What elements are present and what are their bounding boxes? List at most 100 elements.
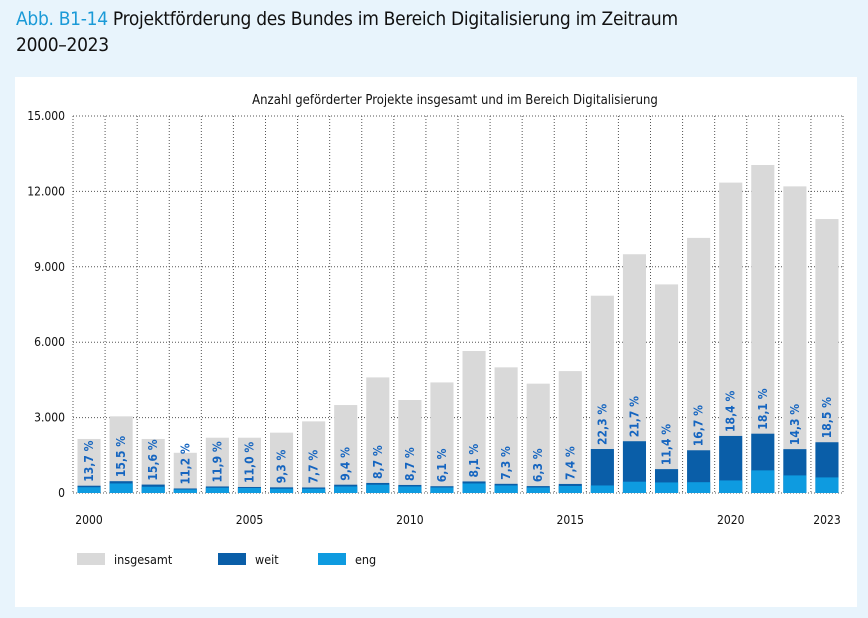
percent-label: 18,5 % (820, 397, 834, 438)
bar-insgesamt (398, 400, 422, 493)
bar-eng (109, 483, 133, 493)
y-tick-label: 12.000 (27, 184, 65, 198)
bar-eng (590, 485, 614, 493)
grid-lines (72, 115, 844, 494)
legend-label-eng: eng (355, 552, 376, 567)
x-tick-label: 2000 (75, 513, 103, 527)
x-tick-label: 2020 (717, 513, 745, 527)
bar-eng (558, 485, 582, 493)
bar-insgesamt (462, 350, 486, 493)
y-tick-label: 15.000 (27, 109, 65, 123)
x-tick-label: 2005 (236, 513, 263, 527)
percent-label: 18,1 % (756, 388, 770, 429)
percent-label: 11,4 % (660, 424, 674, 465)
percent-label: 13,7 % (82, 440, 96, 481)
percent-label: 8,7 % (371, 445, 385, 479)
percent-label: 18,4 % (724, 391, 738, 432)
bar-eng (526, 487, 550, 493)
bar-eng (751, 470, 775, 493)
bar-insgesamt (622, 254, 647, 493)
percent-label: 11,0 % (242, 442, 256, 483)
bar-eng (622, 481, 647, 493)
legend-label-insgesamt: insgesamt (114, 552, 173, 567)
percent-label: 7,7 % (307, 450, 321, 484)
bars: 13,7 % 15,5 % 15,6 % 11,2 % 11,9 % 11,0 % 9,3 … (77, 165, 839, 493)
percent-label: 11,9 % (210, 441, 224, 482)
bar-insgesamt (558, 371, 582, 493)
bar-insgesamt (783, 186, 807, 493)
percent-label: 11,2 % (178, 443, 192, 484)
percent-label: 15,6 % (146, 439, 160, 480)
y-tick-label: 9.000 (34, 260, 65, 274)
bar-eng (783, 475, 807, 493)
x-tick-label: 2015 (557, 513, 584, 527)
bar-insgesamt (526, 383, 550, 493)
bar-eng (334, 486, 358, 493)
bar-insgesamt (77, 438, 101, 493)
percent-label: 14,3 % (788, 404, 802, 445)
legend-swatch-eng (318, 553, 346, 565)
bar-insgesamt (590, 295, 614, 493)
bar-eng (302, 488, 326, 493)
bar-eng (398, 486, 422, 493)
bar-eng (719, 480, 743, 493)
percent-label: 7,4 % (563, 446, 577, 480)
bar-insgesamt (173, 452, 197, 493)
bar-insgesamt (302, 421, 326, 493)
bar-eng (494, 485, 518, 493)
bar-insgesamt (687, 237, 711, 493)
bar-eng (205, 487, 229, 493)
legend-label-weit: weit (255, 552, 279, 567)
bar-eng (430, 487, 454, 493)
bar-eng (654, 482, 679, 493)
bar-weit (590, 449, 614, 493)
bar-eng (815, 477, 839, 493)
y-tick-label: 0 (58, 486, 65, 500)
x-tick-label: 2023 (813, 513, 840, 527)
bar-chart: Anzahl geförderter Projekte insgesamt un… (27, 93, 844, 567)
legend-swatch-insgesamt (77, 553, 105, 565)
figure-label: Abb. B1-14 (16, 8, 108, 30)
bar-insgesamt (719, 182, 743, 493)
bar-insgesamt (334, 405, 358, 493)
bar-eng (77, 487, 101, 493)
bar-insgesamt (494, 367, 518, 493)
bar-insgesamt (654, 284, 679, 493)
bar-eng (366, 484, 390, 493)
y-tick-label: 3.000 (34, 411, 65, 425)
percent-label: 21,7 % (627, 396, 641, 437)
bar-eng (141, 486, 165, 493)
x-axis-ticks: 2000 2005 2010 2015 2020 2023 (75, 513, 840, 527)
percent-label: 22,3 % (595, 404, 609, 445)
percent-label: 8,1 % (467, 444, 481, 478)
bar-insgesamt (269, 432, 294, 493)
bar-eng (269, 488, 294, 493)
x-tick-label: 2010 (396, 513, 424, 527)
percent-label: 15,5 % (114, 436, 128, 477)
bar-insgesamt (109, 416, 133, 493)
bar-insgesamt (430, 382, 454, 493)
bar-insgesamt (751, 165, 775, 493)
bar-eng (237, 487, 262, 493)
percent-label: 8,7 % (403, 447, 417, 481)
bar-eng (687, 482, 711, 493)
legend-swatch-weit (218, 553, 246, 565)
percent-label: 9,3 % (275, 449, 289, 483)
bar-eng (462, 483, 486, 493)
y-axis-ticks: 0 3.000 6.000 9.000 12.000 15.000 (27, 109, 65, 500)
figure-title: Abb. B1-14 Projektförderung des Bundes i… (16, 6, 716, 58)
bar-weit (719, 435, 743, 493)
percent-label: 16,7 % (692, 405, 706, 446)
percent-label: 6,3 % (531, 448, 545, 482)
percent-label: 9,4 % (339, 447, 353, 481)
bar-insgesamt (366, 377, 390, 493)
figure-title-text: Projektförderung des Bundes im Bereich D… (16, 8, 678, 56)
bar-insgesamt (141, 438, 165, 493)
chart-panel: Anzahl geförderter Projekte insgesamt un… (15, 77, 857, 607)
bar-insgesamt (815, 219, 839, 493)
bar-insgesamt (205, 437, 229, 493)
chart-title: Anzahl geförderter Projekte insgesamt un… (252, 93, 658, 108)
bar-eng (173, 489, 197, 493)
percent-label: 6,1 % (435, 448, 449, 482)
bar-insgesamt (237, 437, 262, 493)
